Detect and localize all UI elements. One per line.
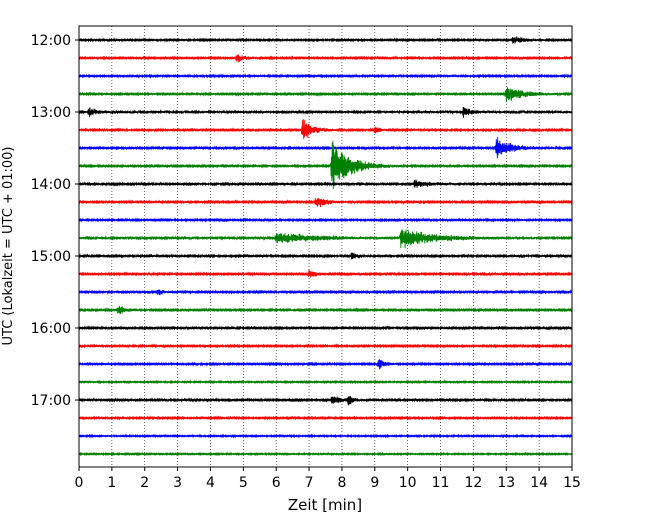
x-tick-label: 15 — [563, 475, 581, 491]
x-tick-label: 2 — [140, 475, 149, 491]
trace-1715 — [78, 415, 573, 421]
trace-1530 — [78, 289, 573, 296]
plot-frame — [78, 25, 573, 468]
trace-1300 — [78, 107, 573, 118]
trace-1515 — [78, 269, 573, 278]
trace-1415 — [78, 197, 573, 207]
x-tick-label: 9 — [370, 475, 379, 491]
x-axis-label: Zeit [min] — [288, 496, 362, 514]
x-tick-label: 14 — [530, 475, 548, 491]
y-axis-ticks: 12:00 13:00 14:00 15:00 16:00 17:00 — [31, 33, 79, 409]
trace-1630 — [78, 359, 573, 370]
trace-1445 — [78, 229, 573, 249]
x-tick-label: 3 — [173, 475, 182, 491]
trace-1315 — [78, 119, 573, 139]
trace-1745 — [78, 451, 573, 457]
x-axis-ticks: 0 1 2 3 4 5 6 7 8 9 10 11 12 13 14 15 — [75, 467, 581, 491]
y-tick-label: 12:00 — [31, 33, 71, 49]
y-axis-label: UTC (Lokalzeit = UTC + 01:00) — [1, 147, 16, 346]
x-tick-label: 11 — [432, 475, 450, 491]
trace-1245 — [78, 87, 573, 102]
y-tick-label: 17:00 — [31, 393, 71, 409]
traces — [78, 36, 573, 457]
trace-1215 — [78, 54, 573, 63]
trace-1730 — [78, 433, 573, 439]
trace-1430 — [78, 217, 573, 223]
x-tick-label: 0 — [75, 475, 84, 491]
y-tick-label: 14:00 — [31, 177, 71, 193]
trace-1345 — [78, 140, 573, 190]
x-tick-label: 1 — [107, 475, 116, 491]
trace-1645 — [78, 379, 573, 385]
trace-1330 — [78, 136, 573, 159]
x-tick-label: 10 — [399, 475, 417, 491]
trace-1600 — [78, 325, 573, 331]
x-tick-label: 5 — [239, 475, 248, 491]
x-tick-label: 6 — [272, 475, 281, 491]
x-tick-label: 12 — [464, 475, 482, 491]
trace-1615 — [78, 343, 573, 349]
x-tick-label: 8 — [337, 475, 346, 491]
y-tick-label: 13:00 — [31, 105, 71, 121]
y-tick-label: 15:00 — [31, 249, 71, 265]
x-tick-label: 7 — [305, 475, 314, 491]
x-tick-label: 13 — [497, 475, 515, 491]
trace-1500 — [78, 252, 573, 260]
y-tick-label: 16:00 — [31, 321, 71, 337]
trace-1200 — [78, 36, 573, 44]
x-tick-label: 4 — [206, 475, 215, 491]
trace-1700 — [78, 396, 573, 406]
trace-1545 — [78, 306, 573, 314]
trace-1230 — [78, 73, 573, 79]
trace-1400 — [78, 179, 573, 188]
